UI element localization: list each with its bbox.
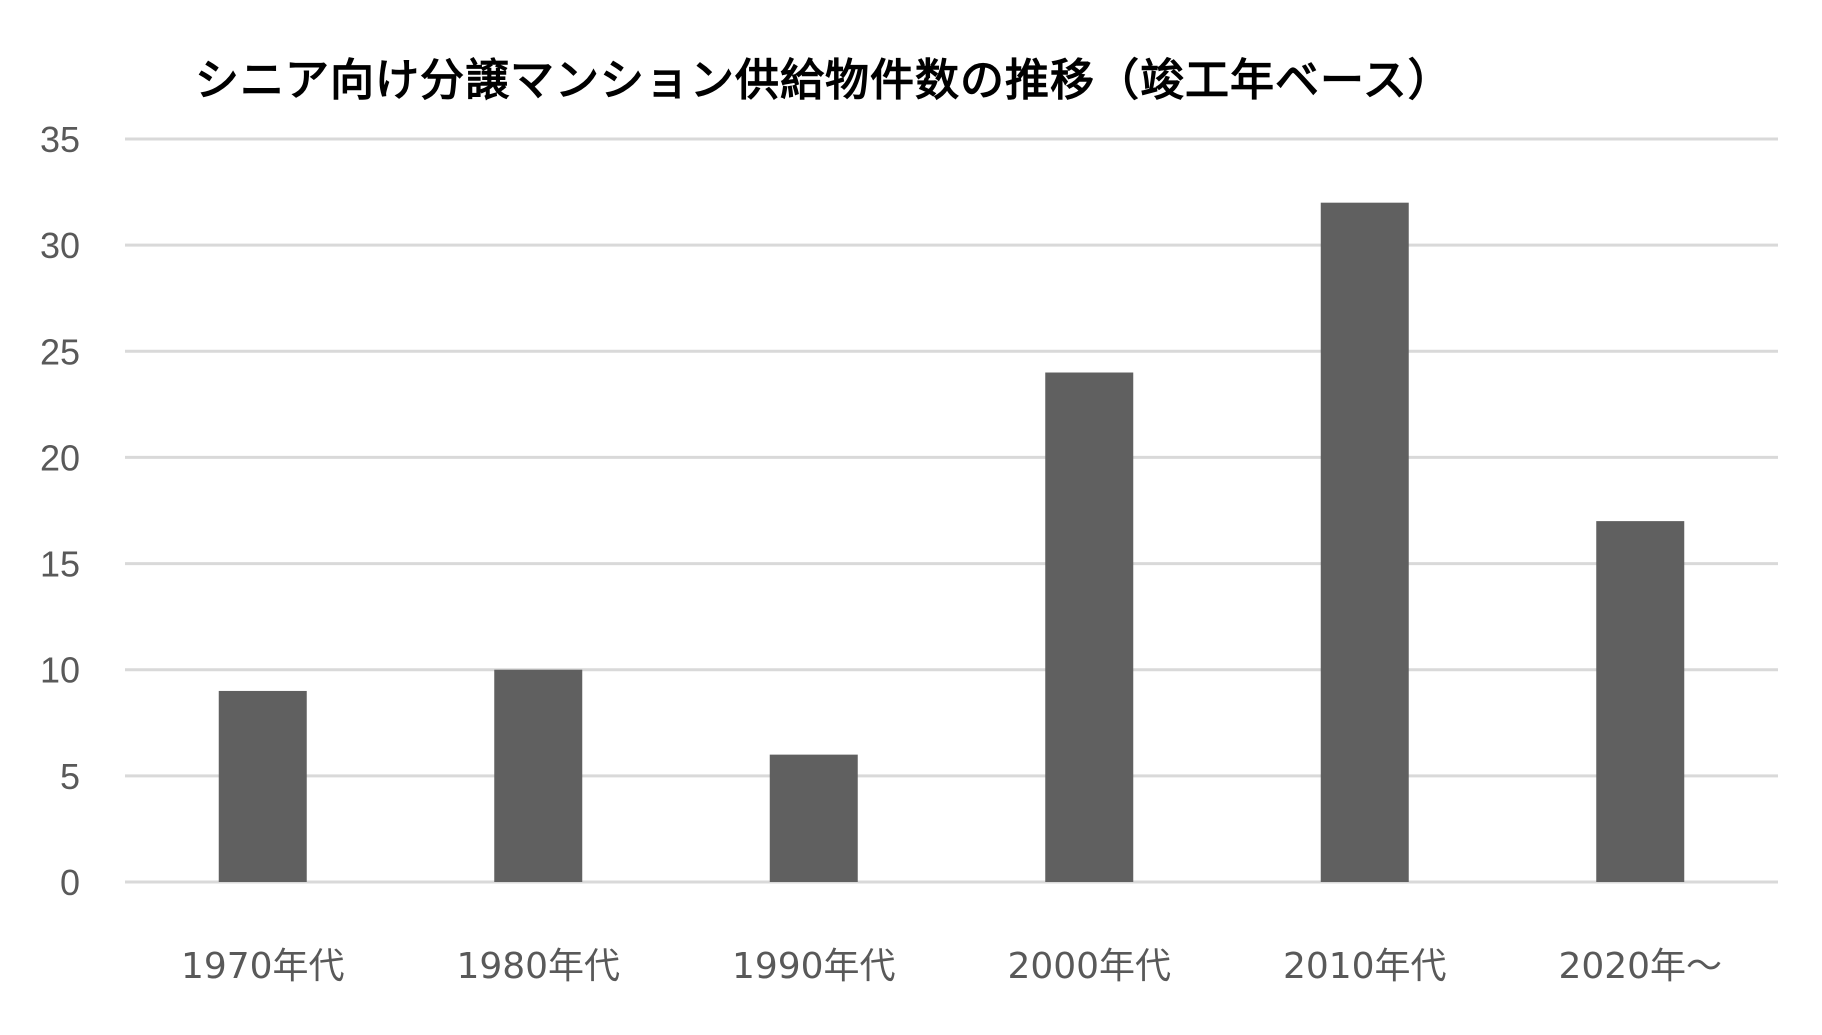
y-tick-label: 10 bbox=[40, 650, 80, 691]
y-tick-label: 5 bbox=[60, 756, 80, 797]
bar-4 bbox=[1320, 202, 1409, 882]
y-tick-label: 20 bbox=[40, 437, 80, 478]
y-tick-label: 35 bbox=[40, 119, 80, 160]
x-category-label: 2010年代 bbox=[1283, 946, 1447, 987]
y-tick-label: 25 bbox=[40, 331, 80, 372]
bar-0 bbox=[218, 690, 307, 882]
chart-title: シニア向け分譲マンション供給物件数の推移（竣工年ベース） bbox=[195, 55, 1453, 106]
x-category-label: 2020年～ bbox=[1558, 946, 1722, 987]
x-category-label: 1990年代 bbox=[732, 946, 896, 987]
y-axis-ticks: 0 5 10 15 20 25 30 35 bbox=[40, 119, 80, 903]
x-category-label: 1970年代 bbox=[181, 946, 345, 987]
x-category-label: 1980年代 bbox=[456, 946, 620, 987]
y-tick-label: 30 bbox=[40, 225, 80, 266]
bar-1 bbox=[494, 669, 583, 882]
bar-3 bbox=[1045, 372, 1134, 882]
y-tick-label: 0 bbox=[60, 862, 80, 903]
bar-5 bbox=[1596, 521, 1685, 882]
y-tick-label: 15 bbox=[40, 544, 80, 585]
bar-2 bbox=[769, 754, 858, 882]
x-category-label: 2000年代 bbox=[1007, 946, 1171, 987]
x-axis-categories: 1970年代 1980年代 1990年代 2000年代 2010年代 2020年～ bbox=[181, 946, 1722, 987]
gridlines bbox=[125, 137, 1778, 884]
bars bbox=[218, 202, 1685, 882]
